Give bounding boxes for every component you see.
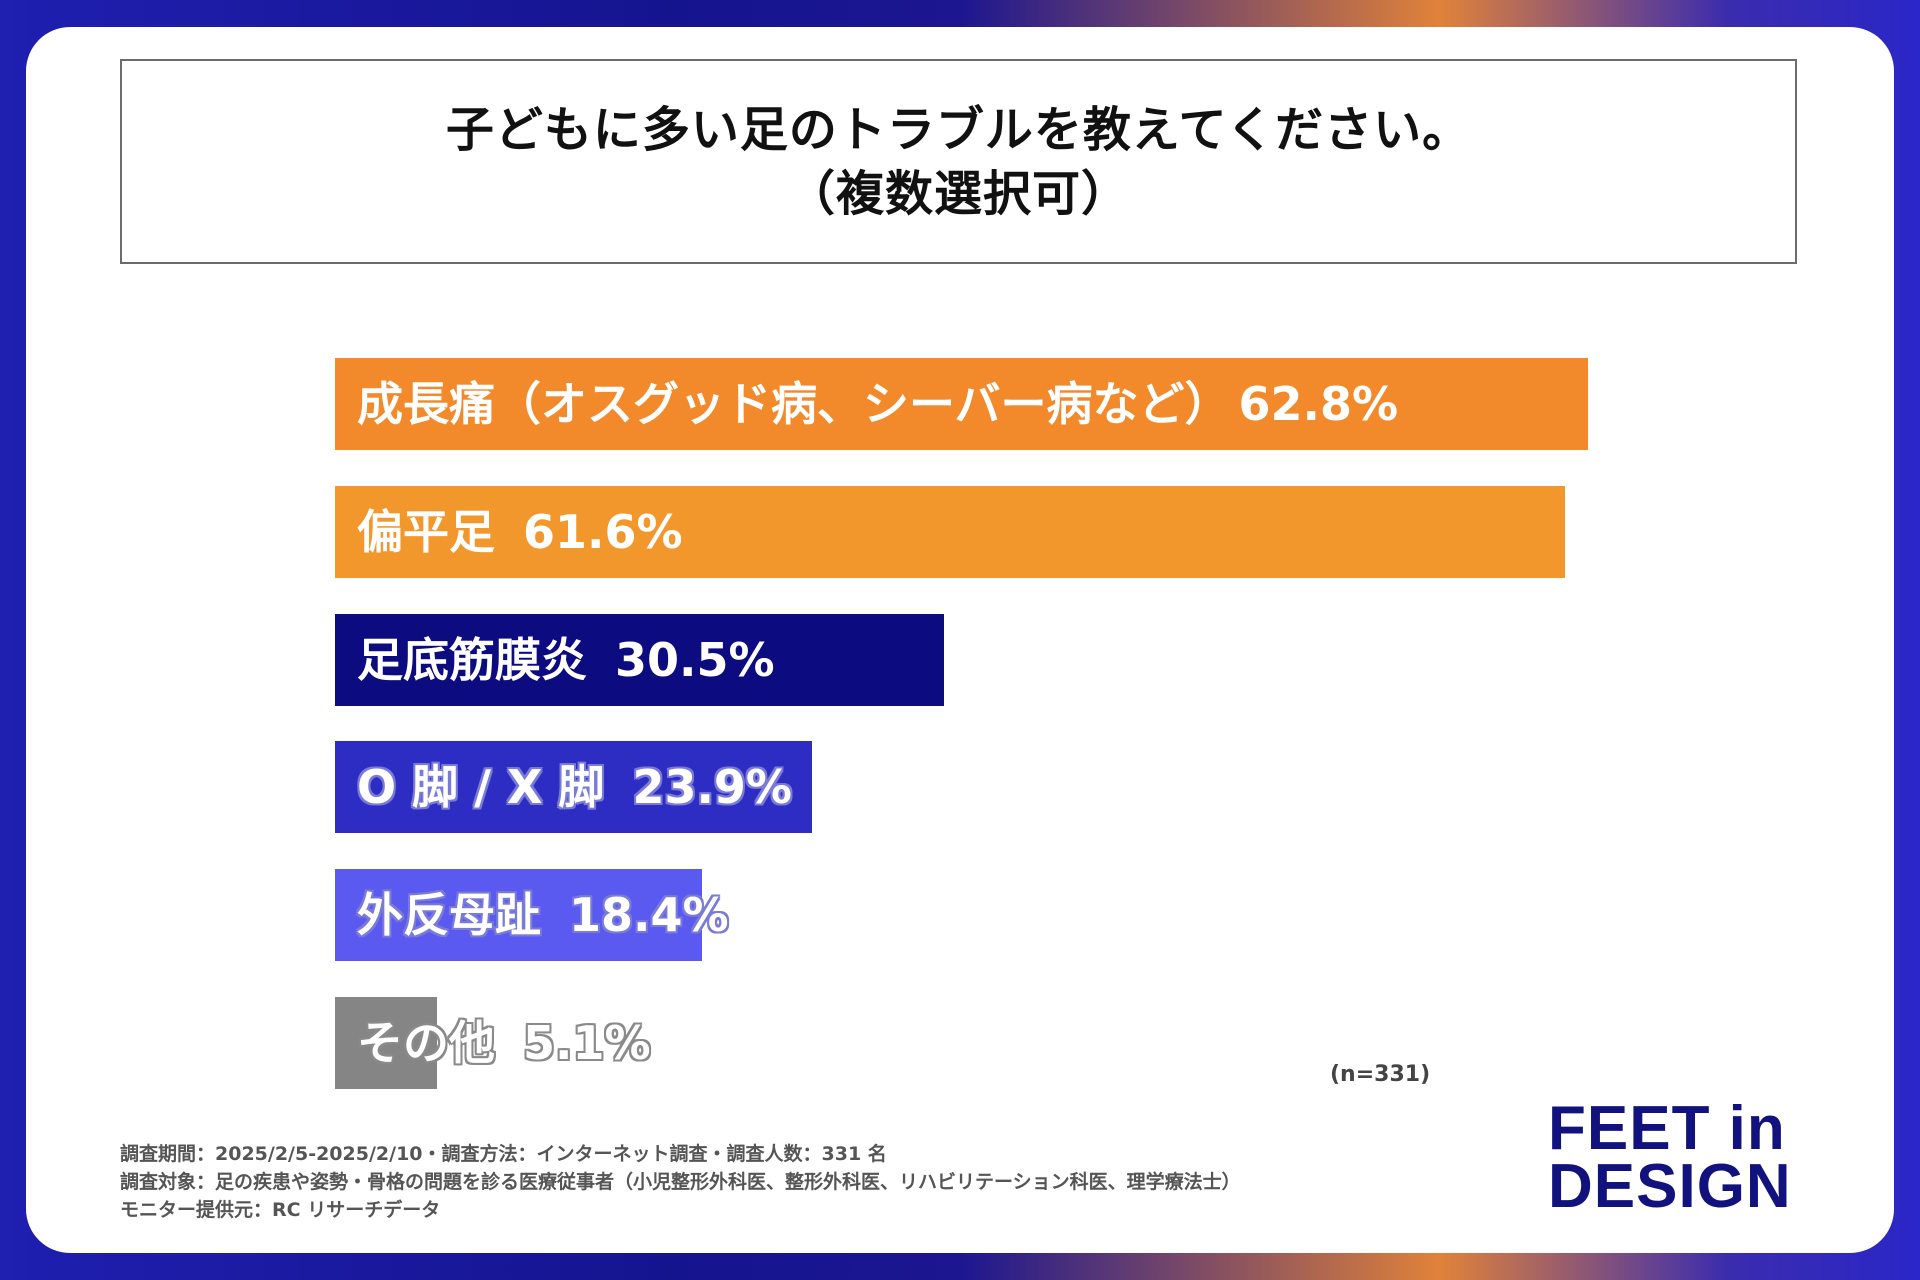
bar-value-label: 18.4% xyxy=(569,888,729,943)
bar-0 xyxy=(335,358,1589,450)
sample-size-label: (n=331) xyxy=(1330,1062,1431,1087)
bar-category-label: 足底筋膜炎 xyxy=(357,632,587,687)
survey-notes: 調査期間：2025/2/5-2025/2/10・調査方法：インターネット調査・調… xyxy=(120,1140,1241,1224)
bar-5 xyxy=(335,997,437,1089)
bar-category-label: O 脚 / X 脚 xyxy=(357,760,605,815)
bar-value-label: 5.1% xyxy=(523,1016,651,1070)
bar-value-label: 62.8% xyxy=(1238,377,1399,431)
survey-note-target: 調査対象：足の疾患や姿勢・骨格の問題を診る医療従事者（小児整形外科医、整形外科医… xyxy=(120,1171,1241,1193)
bar-label-5: その他 5.1% xyxy=(357,997,651,1089)
chart-subtitle: （複数選択可） xyxy=(786,165,1130,222)
bar-category-label: 成長痛（オスグッド病、シーバー病など） xyxy=(357,377,1231,431)
chart-title: 子どもに多い足のトラブルを教えてください。 xyxy=(445,101,1472,158)
bar-label-3: O 脚 / X 脚 23.9% xyxy=(357,741,792,833)
title-box: 子どもに多い足のトラブルを教えてください。 （複数選択可） xyxy=(120,59,1797,264)
bar-value-label: 30.5% xyxy=(615,632,775,687)
bar-label-2: 足底筋膜炎 30.5% xyxy=(357,614,775,706)
bar-label-4: 外反母趾 18.4% xyxy=(357,869,729,961)
bar-category-label: 偏平足 xyxy=(357,504,495,559)
logo-line-1: FEET in xyxy=(1548,1094,1786,1163)
bar-label-1: 偏平足 61.6% xyxy=(357,486,683,578)
bar-2 xyxy=(335,613,944,706)
bar-category-label: その他 xyxy=(357,1016,495,1070)
bar-category-label: 外反母趾 xyxy=(357,888,541,943)
bar-label-0: 成長痛（オスグッド病、シーバー病など） 62.8% xyxy=(357,358,1398,450)
bar-3 xyxy=(335,741,813,834)
survey-note-period: 調査期間：2025/2/5-2025/2/10・調査方法：インターネット調査・調… xyxy=(120,1143,887,1165)
bar-value-label: 23.9% xyxy=(632,760,793,815)
survey-note-provider: モニター提供元：RC リサーチデータ xyxy=(120,1199,441,1221)
bar-1 xyxy=(335,485,1565,578)
bar-4 xyxy=(335,869,703,962)
brand-logo: FEET in DESIGN xyxy=(1548,1094,1792,1221)
logo-line-2: DESIGN xyxy=(1548,1152,1792,1221)
bar-value-label: 61.6% xyxy=(523,504,683,559)
